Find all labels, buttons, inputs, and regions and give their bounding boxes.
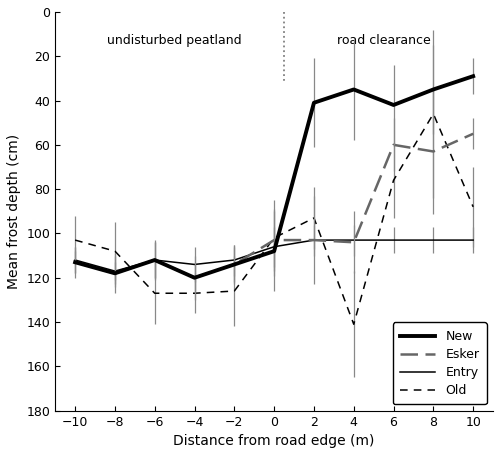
Legend: New, Esker, Entry, Old: New, Esker, Entry, Old bbox=[393, 323, 487, 404]
Text: undisturbed peatland: undisturbed peatland bbox=[108, 34, 242, 47]
X-axis label: Distance from road edge (m): Distance from road edge (m) bbox=[174, 434, 375, 448]
Y-axis label: Mean frost depth (cm): Mean frost depth (cm) bbox=[7, 134, 21, 289]
Text: road clearance: road clearance bbox=[336, 34, 430, 47]
